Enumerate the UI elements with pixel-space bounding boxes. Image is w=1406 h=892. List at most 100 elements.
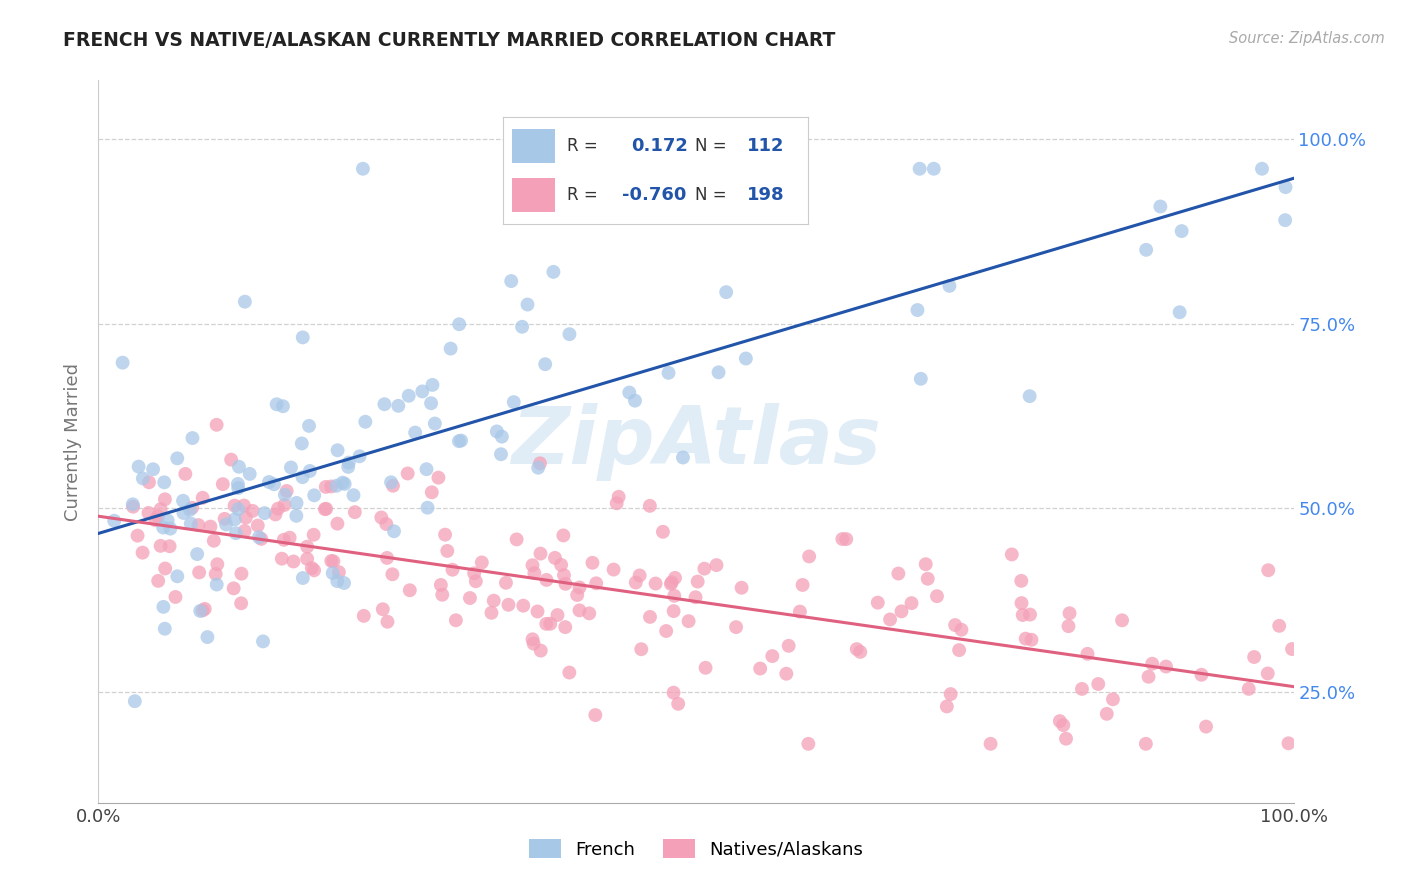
Text: ZipAtlas: ZipAtlas	[510, 402, 882, 481]
Point	[285, 508, 308, 523]
Point	[224, 512, 246, 526]
Point	[353, 608, 375, 623]
Point	[375, 516, 398, 531]
Point	[1154, 659, 1177, 673]
Point	[1011, 596, 1033, 610]
Point	[495, 575, 517, 590]
Point	[180, 516, 202, 531]
Point	[672, 450, 695, 465]
Text: N =: N =	[695, 186, 727, 204]
Point	[1057, 619, 1080, 633]
Point	[1170, 224, 1192, 238]
Point	[1274, 180, 1296, 194]
Point	[1102, 692, 1125, 706]
Point	[910, 372, 932, 386]
Point	[1076, 647, 1098, 661]
Point	[935, 699, 957, 714]
Point	[285, 496, 308, 510]
Point	[1021, 632, 1043, 647]
Point	[1168, 305, 1191, 319]
Point	[181, 500, 204, 515]
Point	[204, 566, 226, 581]
Legend: French, Natives/Alaskans: French, Natives/Alaskans	[522, 832, 870, 866]
Point	[1257, 563, 1279, 577]
Point	[181, 431, 204, 445]
Point	[398, 389, 420, 403]
Point	[295, 552, 318, 566]
Point	[298, 418, 321, 433]
Point	[174, 467, 197, 481]
Point	[328, 566, 350, 580]
Point	[908, 161, 931, 176]
Point	[252, 634, 274, 648]
Point	[1237, 681, 1260, 696]
Point	[602, 563, 624, 577]
Y-axis label: Currently Married: Currently Married	[65, 362, 83, 521]
Point	[381, 567, 404, 582]
Point	[797, 549, 820, 564]
Point	[655, 624, 678, 638]
Point	[464, 574, 486, 589]
Point	[1087, 677, 1109, 691]
Point	[501, 274, 523, 288]
Point	[938, 278, 960, 293]
Text: R =: R =	[567, 186, 598, 204]
Point	[1052, 718, 1074, 732]
Point	[1191, 667, 1213, 681]
Point	[458, 591, 481, 605]
Point	[273, 533, 295, 547]
Point	[219, 452, 242, 467]
Point	[131, 546, 153, 560]
Point	[664, 589, 686, 603]
Point	[661, 575, 683, 590]
Point	[695, 661, 717, 675]
Point	[730, 581, 752, 595]
Point	[332, 475, 354, 490]
Point	[211, 477, 233, 491]
Point	[291, 571, 314, 585]
Point	[662, 686, 685, 700]
Point	[1274, 213, 1296, 227]
Point	[749, 661, 772, 675]
Point	[450, 434, 472, 448]
Bar	[512, 178, 554, 212]
Point	[887, 566, 910, 581]
Text: R =: R =	[567, 137, 598, 155]
Point	[1195, 720, 1218, 734]
Point	[302, 563, 325, 577]
Point	[714, 285, 737, 300]
Point	[263, 477, 285, 491]
Point	[430, 578, 453, 592]
Point	[644, 576, 666, 591]
Point	[291, 330, 314, 344]
Point	[315, 501, 337, 516]
Point	[280, 460, 302, 475]
Point	[235, 510, 257, 524]
Point	[1018, 389, 1040, 403]
Point	[792, 578, 814, 592]
Point	[1054, 731, 1077, 746]
Point	[678, 614, 700, 628]
Text: 198: 198	[747, 186, 785, 204]
Point	[149, 502, 172, 516]
Point	[228, 459, 250, 474]
Point	[291, 436, 314, 450]
Point	[907, 303, 929, 318]
Point	[420, 396, 443, 410]
Bar	[512, 129, 554, 163]
Point	[233, 499, 256, 513]
Point	[761, 649, 783, 664]
Point	[257, 475, 280, 489]
Point	[342, 488, 364, 502]
Point	[734, 351, 756, 366]
Point	[835, 532, 858, 546]
Point	[527, 460, 550, 475]
Point	[128, 459, 150, 474]
Point	[693, 562, 716, 576]
Point	[146, 509, 169, 524]
Point	[354, 415, 377, 429]
Point	[396, 467, 419, 481]
Point	[1257, 666, 1279, 681]
Point	[510, 319, 533, 334]
Point	[387, 399, 409, 413]
